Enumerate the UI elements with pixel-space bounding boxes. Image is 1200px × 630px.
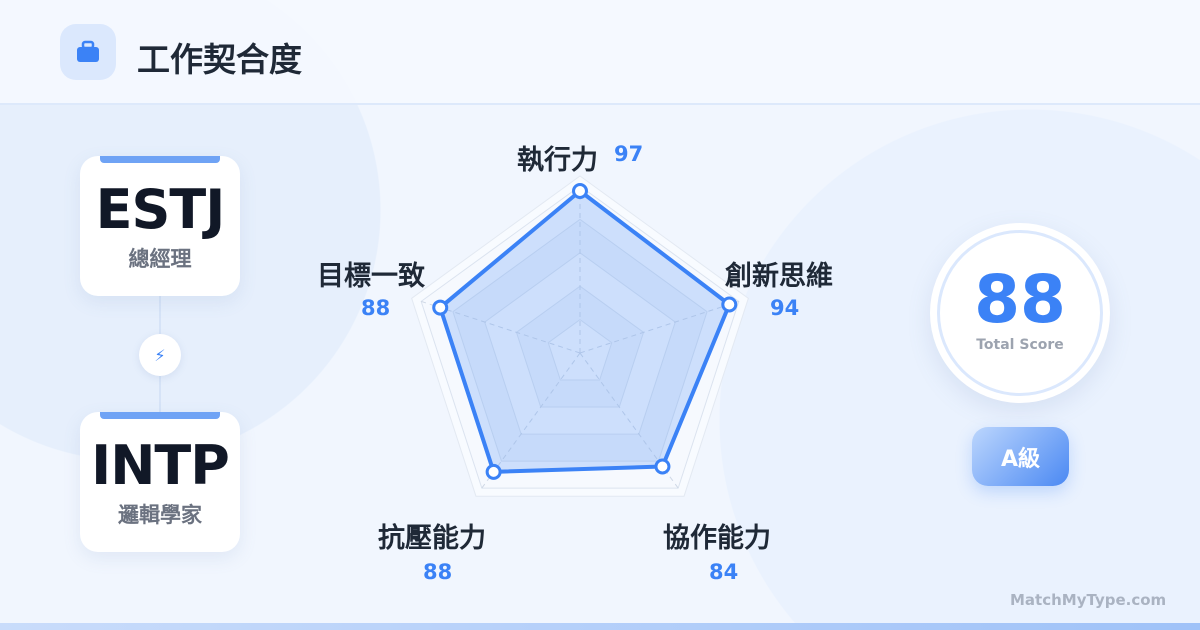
type-code: INTP xyxy=(91,434,230,497)
radar-data-point xyxy=(721,296,738,313)
data-label: 94 xyxy=(770,296,800,320)
total-score-circle: 88 Total Score xyxy=(930,223,1110,403)
radar-data-point xyxy=(572,183,588,200)
type-name: 總經理 xyxy=(128,247,192,271)
data-label: 88 xyxy=(423,560,453,584)
radar-data-point xyxy=(432,299,449,316)
briefcase-icon xyxy=(60,24,116,80)
axis-label: 執行力 xyxy=(517,145,598,176)
grade-badge: A級 xyxy=(972,427,1069,486)
type-name: 邏輯學家 xyxy=(118,503,202,527)
radar-axis-line xyxy=(579,300,739,354)
bottom-bar xyxy=(0,623,1200,630)
axis-label: 協作能力 xyxy=(663,523,771,554)
radar-data-point xyxy=(654,458,671,475)
data-label: 97 xyxy=(614,142,644,166)
page-title: 工作契合度 xyxy=(137,40,302,79)
total-score-label: Total Score xyxy=(976,337,1064,353)
connector-line xyxy=(159,376,161,414)
axis-label: 抗壓能力 xyxy=(378,523,486,554)
type-card-2: INTP 邏輯學家 xyxy=(80,412,240,552)
axis-label: 創新思維 xyxy=(725,261,833,292)
radar-data-point xyxy=(485,463,502,480)
brand-watermark: MatchMyType.com xyxy=(1010,591,1167,609)
data-label: 84 xyxy=(709,560,739,584)
type-code: ESTJ xyxy=(95,178,226,241)
header: 工作契合度 xyxy=(0,0,1200,105)
radar-series-area xyxy=(438,189,732,474)
lightning-icon: ⚡ xyxy=(139,334,181,376)
axis-label: 目標一致 xyxy=(317,261,425,292)
type-card-1: ESTJ 總經理 xyxy=(80,156,240,296)
total-score-value: 88 xyxy=(974,261,1066,338)
connector-line xyxy=(159,296,161,334)
data-label: 88 xyxy=(361,296,391,320)
